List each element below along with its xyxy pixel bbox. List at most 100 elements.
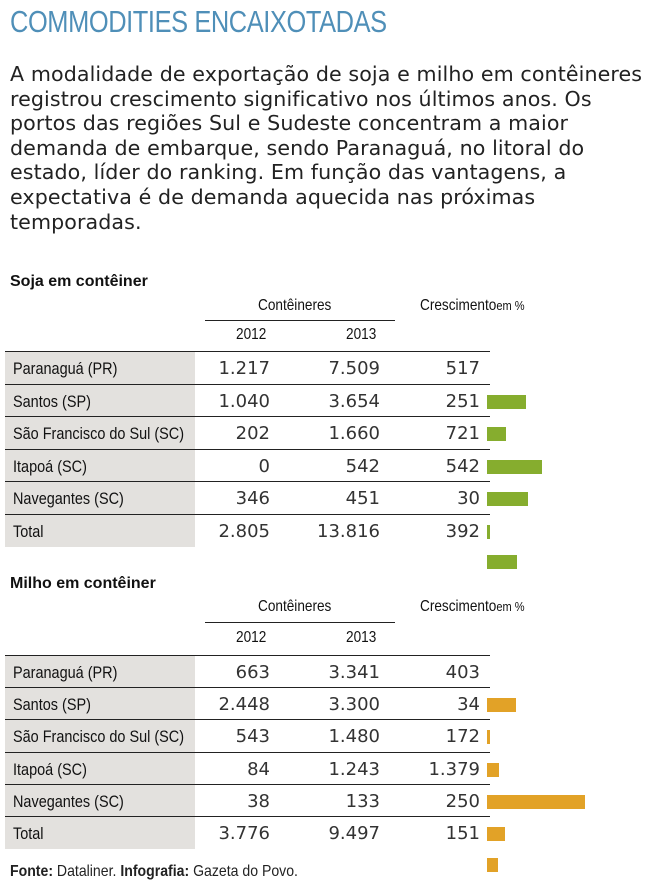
soja-cell-y2013: 7.509 [328, 358, 380, 379]
milho-cell-y2012: 2.448 [218, 694, 270, 716]
soja-cell-y2012: 202 [235, 423, 270, 444]
soja-row-rule [5, 448, 490, 450]
soja-row-rule [5, 383, 490, 385]
soja-row-rule [5, 416, 490, 417]
soja-cell-y2012: 2.805 [218, 520, 270, 542]
soja-cell-growth: 251 [445, 390, 480, 412]
milho-cell-y2012: 663 [235, 662, 270, 683]
soja-cell-y2012: 346 [235, 488, 270, 509]
milho-row-rule [5, 816, 490, 817]
milho-header-rule [205, 622, 395, 623]
soja-row-label-cell: Santos (SP) [5, 384, 195, 417]
milho-cell-growth: 151 [445, 823, 480, 844]
milho-row-label-cell: Paranaguá (PR) [5, 656, 195, 688]
soja-cell-y2013: 451 [345, 488, 380, 509]
milho-row-rule [5, 783, 490, 785]
page-title: COMMODITIES ENCAIXOTADAS [10, 4, 387, 39]
soja-table-title: Soja em contêiner [10, 273, 148, 290]
soja-row-label-cell: São Francisco do Sul (SC) [5, 417, 195, 449]
soja-growth-bar [487, 427, 507, 441]
soja-row-label: Itapoá (SC) [13, 456, 87, 476]
milho-cell-y2013: 133 [345, 790, 380, 812]
milho-cell-y2013: 3.341 [328, 662, 380, 683]
milho-table-title: Milho em contêiner [10, 575, 156, 592]
milho-growth-bar [487, 730, 490, 745]
soja-table-row: Santos (SP) 1.040 3.654 251 [0, 384, 660, 417]
milho-row-label: Paranaguá (PR) [13, 663, 118, 682]
milho-table-row: São Francisco do Sul (SC) 543 1.480 172 [0, 720, 660, 753]
soja-col-2013: 2013 [346, 326, 377, 343]
soja-cell-y2012: 1.217 [218, 358, 270, 379]
milho-cell-y2013: 1.243 [328, 758, 380, 780]
milho-cell-y2012: 543 [235, 726, 270, 748]
soja-row-rule [5, 351, 490, 352]
milho-cell-growth: 250 [445, 790, 480, 812]
soja-cell-y2013: 1.660 [328, 423, 380, 444]
soja-table-row: Navegantes (SC) 346 451 30 [0, 482, 660, 514]
soja-col-2012: 2012 [236, 326, 267, 343]
soja-row-label: Paranaguá (PR) [13, 359, 118, 378]
milho-growth-bar [487, 762, 500, 777]
soja-growth-bar [487, 492, 529, 506]
soja-cell-growth: 392 [445, 520, 480, 542]
milho-table-row: Itapoá (SC) 84 1.243 1.379 [0, 752, 660, 785]
soja-table-row: São Francisco do Sul (SC) 202 1.660 721 [0, 417, 660, 449]
soja-row-label: Navegantes (SC) [13, 489, 124, 508]
milho-cell-y2012: 3.776 [218, 823, 270, 844]
milho-row-label-cell: Total [5, 817, 195, 849]
soja-row-rule [5, 481, 490, 482]
milho-growth-bar [487, 698, 516, 713]
milho-cell-growth: 403 [445, 662, 480, 683]
soja-cell-growth: 721 [445, 423, 480, 444]
soja-cell-growth: 542 [445, 455, 480, 477]
milho-group-header: Contêineres [258, 598, 332, 615]
milho-cell-growth: 1.379 [428, 758, 480, 780]
footer-credit-label: Infografia: [120, 863, 190, 880]
milho-growth-unit: em % [496, 599, 525, 614]
soja-cell-y2013: 542 [345, 455, 380, 477]
milho-row-label: Santos (SP) [13, 695, 91, 715]
milho-cell-y2013: 1.480 [328, 726, 380, 748]
soja-table-row: Paranaguá (PR) 1.217 7.509 517 [0, 352, 660, 384]
footer-credit-value: Gazeta do Povo. [193, 863, 298, 880]
milho-row-rule [5, 687, 490, 689]
milho-row-label: Navegantes (SC) [13, 791, 124, 811]
soja-growth-unit: em % [496, 298, 525, 313]
milho-row-label-cell: Santos (SP) [5, 688, 195, 721]
soja-group-header: Contêineres [258, 297, 332, 314]
milho-cell-y2013: 9.497 [328, 823, 380, 844]
footer-source-value: Dataliner. [56, 863, 117, 880]
milho-row-rule [5, 751, 490, 753]
lead-paragraph: A modalidade de exportação de soja e mil… [10, 62, 643, 234]
soja-row-label-cell: Total [5, 514, 195, 547]
milho-cell-y2012: 84 [247, 758, 270, 780]
soja-row-label: Total [13, 521, 44, 541]
soja-cell-growth: 30 [457, 488, 480, 509]
soja-growth-bar [487, 524, 490, 539]
milho-growth-bar [487, 827, 505, 841]
soja-cell-y2013: 13.816 [317, 520, 380, 542]
soja-growth-bar [487, 394, 527, 409]
soja-row-label: São Francisco do Sul (SC) [13, 424, 185, 443]
milho-table-row: Total 3.776 9.497 151 [0, 817, 660, 849]
milho-growth-header: Crescimentoem % [420, 598, 525, 615]
soja-row-label-cell: Itapoá (SC) [5, 449, 195, 482]
milho-growth-bar [487, 794, 585, 809]
soja-row-label-cell: Navegantes (SC) [5, 482, 195, 514]
milho-row-label: Itapoá (SC) [13, 759, 87, 779]
milho-row-label-cell: São Francisco do Sul (SC) [5, 720, 195, 753]
soja-growth-header: Crescimentoem % [420, 297, 525, 314]
soja-cell-y2012: 1.040 [218, 390, 270, 412]
footer-credits: Fonte: Dataliner. Infografia: Gazeta do … [10, 863, 298, 881]
soja-cell-y2013: 3.654 [328, 390, 380, 412]
soja-growth-bar-extra [487, 555, 517, 569]
soja-growth-bar [487, 459, 542, 474]
soja-table-row: Itapoá (SC) 0 542 542 [0, 449, 660, 482]
footer-source-label: Fonte: [10, 863, 54, 880]
milho-cell-growth: 172 [445, 726, 480, 748]
soja-header-rule [205, 320, 395, 321]
soja-row-rule [5, 513, 490, 515]
milho-row-label-cell: Itapoá (SC) [5, 752, 195, 785]
milho-table-row: Navegantes (SC) 38 133 250 [0, 784, 660, 817]
soja-cell-y2012: 0 [258, 455, 270, 477]
